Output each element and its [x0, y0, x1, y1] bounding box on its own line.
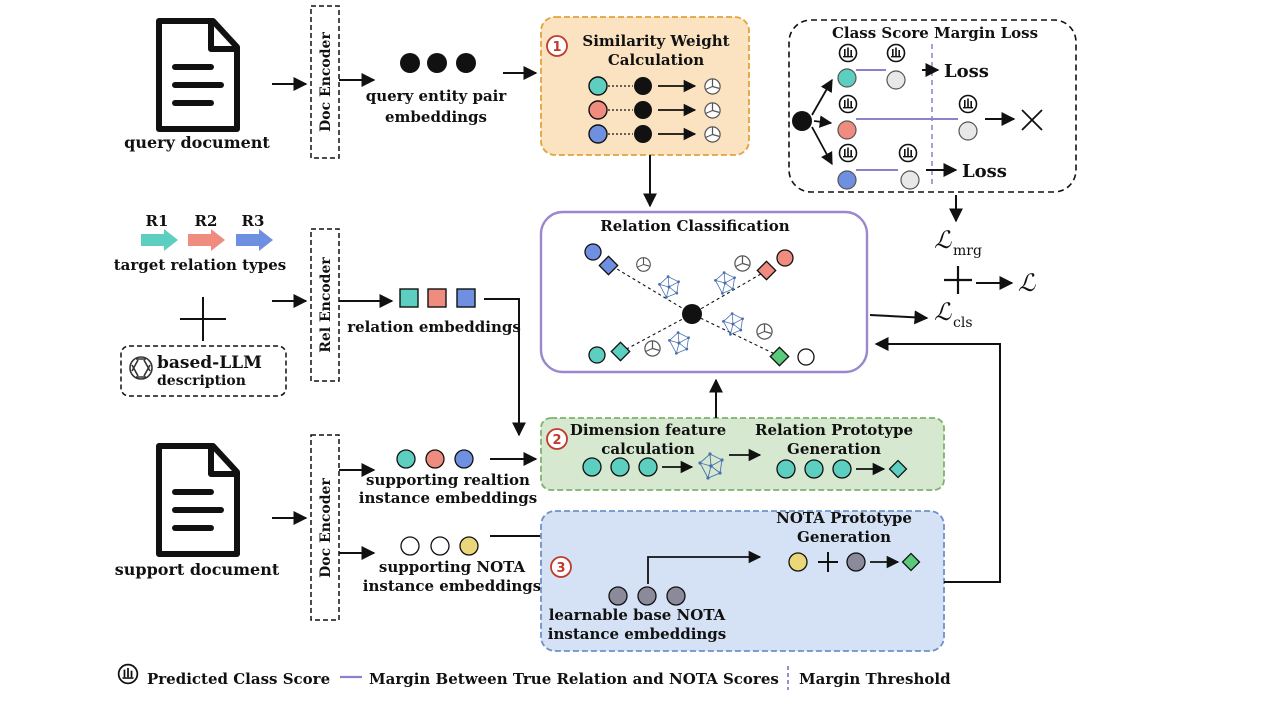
query-pair-label-2: embeddings — [385, 108, 487, 126]
l-cls: ℒ cls — [934, 298, 973, 331]
similarity-weight-box: 1 Similarity Weight Calculation — [540, 16, 750, 156]
relation-embeddings-label: relation embeddings — [347, 318, 521, 336]
score-icon — [958, 94, 978, 114]
llm-description-box: based-LLM description — [120, 345, 287, 397]
step-3-number: 3 — [556, 561, 565, 576]
legend-margin: Margin Between True Relation and NOTA Sc… — [369, 670, 779, 688]
arrow-nota-to-classification — [874, 337, 1001, 583]
support-rel-label-2: instance embeddings — [359, 489, 537, 507]
plus-sign — [944, 266, 972, 294]
svg-text:mrg: mrg — [953, 243, 982, 259]
similarity-title-2: Calculation — [608, 51, 704, 69]
support-doc-encoder: Doc Encoder — [310, 434, 340, 621]
dimension-feature-box: 2 Dimension feature calculation Relation… — [540, 417, 945, 491]
svg-text:ℒ: ℒ — [934, 226, 952, 254]
legend-predicted: Predicted Class Score — [147, 670, 330, 688]
query-node — [682, 304, 702, 324]
support-nota-label-1: supporting NOTA — [379, 558, 526, 576]
prototype-title-1: Relation Prototype — [755, 421, 913, 439]
target-relation-types-label: target relation types — [114, 256, 286, 274]
support-document-label: support document — [115, 560, 280, 579]
arrow-classification-to-lcls — [869, 310, 929, 325]
pie-icon — [644, 340, 661, 357]
l-total: ℒ — [1018, 269, 1036, 297]
nota-title-2: Generation — [797, 528, 891, 546]
pie-icon — [704, 126, 721, 143]
score-icon — [838, 143, 858, 163]
llm-logo-icon — [129, 356, 153, 380]
svg-text:cls: cls — [953, 315, 973, 331]
learnable-label-2: instance embeddings — [548, 625, 726, 643]
query-document-label: query document — [124, 133, 270, 152]
legend: Predicted Class Score Margin Between Tru… — [117, 663, 951, 690]
relation-type-arrows: R1 R2 R3 — [141, 212, 273, 251]
dimension-title-2: calculation — [601, 440, 695, 458]
query-pair-label-1: query entity pair — [366, 87, 508, 105]
step-1-number: 1 — [552, 40, 561, 55]
support-nota-dots — [400, 536, 479, 556]
similarity-title-1: Similarity Weight — [582, 32, 729, 50]
score-icon — [838, 94, 858, 114]
r2-arrow-icon — [188, 229, 225, 251]
svg-text:ℒ: ℒ — [934, 298, 952, 326]
predicted-score-legend-icon — [117, 663, 139, 685]
margin-loss-box: Class Score Margin Loss Loss Loss — [788, 19, 1077, 193]
pie-icon — [756, 323, 773, 340]
query-node — [792, 111, 812, 131]
pie-icon — [704, 78, 721, 95]
rel-encoder: Rel Encoder — [310, 228, 340, 382]
svg-text:Rel Encoder: Rel Encoder — [318, 257, 334, 353]
support-nota-label-2: instance embeddings — [363, 577, 541, 595]
score-icon — [898, 143, 918, 163]
query-entity-dots — [400, 53, 476, 73]
arrow-rel-embeddings-to-dimension — [484, 298, 526, 437]
svg-text:Doc Encoder: Doc Encoder — [318, 32, 334, 132]
score-icon — [838, 43, 858, 63]
pie-icon — [734, 255, 751, 272]
svg-text:description: description — [157, 373, 246, 389]
relation-embedding-squares — [399, 288, 476, 308]
r1-arrow-icon — [141, 229, 178, 251]
query-doc-encoder: Doc Encoder — [310, 5, 340, 159]
svg-text:R2: R2 — [195, 212, 218, 230]
learnable-label-1: learnable base NOTA — [549, 606, 726, 624]
support-document-icon — [159, 446, 237, 554]
score-icon — [886, 43, 906, 63]
nota-title-1: NOTA Prototype — [776, 509, 912, 527]
step-2-number: 2 — [552, 433, 561, 448]
svg-text:R1: R1 — [146, 212, 169, 230]
support-rel-label-1: supporting realtion — [366, 471, 530, 489]
plus-icon — [180, 297, 226, 341]
relation-classification-box: Relation Classification — [539, 210, 869, 374]
l-mrg: ℒ mrg — [934, 226, 982, 259]
svg-text:R3: R3 — [242, 212, 265, 230]
prototype-title-2: Generation — [787, 440, 881, 458]
pie-icon — [704, 102, 721, 119]
pie-icon — [636, 257, 651, 272]
relation-classification-title: Relation Classification — [600, 217, 790, 235]
loss-label-1: Loss — [944, 61, 989, 82]
r3-arrow-icon — [236, 229, 273, 251]
support-relation-dots — [396, 449, 474, 469]
svg-text:Doc Encoder: Doc Encoder — [318, 478, 334, 578]
query-document-icon — [159, 21, 237, 129]
svg-text:based-LLM: based-LLM — [157, 353, 262, 373]
dimension-title-1: Dimension feature — [570, 421, 726, 439]
cross-icon — [1021, 109, 1043, 131]
nota-prototype-box: 3 NOTA Prototype Generation learnable ba… — [540, 509, 945, 652]
loss-label-2: Loss — [962, 161, 1007, 182]
legend-threshold: Margin Threshold — [799, 670, 951, 688]
margin-loss-title: Class Score Margin Loss — [832, 24, 1038, 42]
